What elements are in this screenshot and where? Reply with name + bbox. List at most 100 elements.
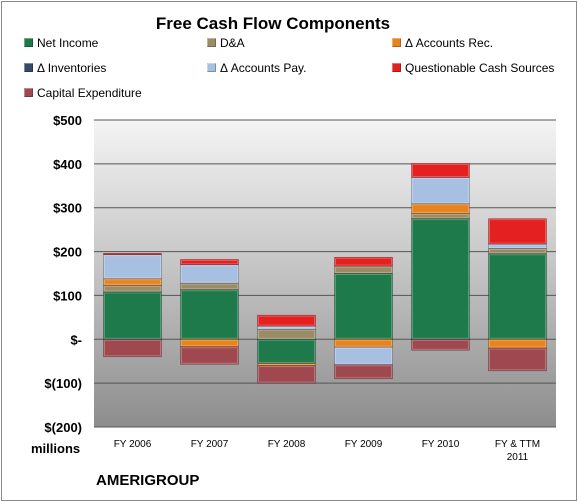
bar-segment-highlight — [335, 347, 392, 365]
bar-segment-highlight — [412, 219, 469, 339]
legend-item-questionable-cash-sources: Questionable Cash Sources — [392, 61, 554, 75]
x-tick-label: FY & TTM — [495, 439, 540, 450]
x-tick-label: FY 2008 — [268, 439, 306, 450]
legend-item-d-a: D&A — [207, 36, 245, 50]
y-tick-label: $300 — [53, 201, 82, 216]
bar-segment-highlight — [104, 279, 161, 285]
legend-swatch-net-income — [24, 38, 33, 47]
bar-segment-questionable-cash-sources-fy-2006 — [103, 253, 162, 255]
x-tick-label: FY 2009 — [345, 439, 383, 450]
bar-segment-highlight — [104, 285, 161, 292]
bar-segment-highlight — [412, 163, 469, 177]
company-name: AMERIGROUP — [96, 472, 200, 489]
bar-segment-highlight — [258, 315, 315, 326]
bar-segment-highlight — [335, 257, 392, 266]
legend-swatch-accounts-rec — [392, 38, 401, 47]
bar-segment-highlight — [489, 219, 546, 244]
bar-segment-highlight — [412, 339, 469, 350]
bar-segment-questionable-cash-sources-fy-2008 — [257, 314, 316, 327]
bar-segment-highlight — [412, 204, 469, 213]
bar-segment-questionable-cash-sources-fy-2009 — [334, 256, 393, 267]
bar-segment-highlight — [335, 339, 392, 347]
bar-segment-accounts-pay-fy-2008 — [257, 325, 316, 330]
units-label: millions — [31, 441, 81, 456]
bar-segment-d-a-fy-2008 — [257, 328, 316, 340]
bar-segment-highlight — [258, 366, 315, 383]
bar-segment-net-income-fy-2009 — [334, 273, 393, 340]
y-tick-label: $500 — [53, 113, 82, 128]
bar-segment-highlight — [489, 339, 546, 348]
legend-item-accounts-rec: Δ Accounts Rec. — [392, 36, 493, 50]
bar-segment-highlight — [104, 339, 161, 357]
y-tick-label: $(100) — [44, 376, 82, 391]
bar-segment-capital-expenditure-fy-ttm-2011 — [488, 347, 547, 372]
bar-segment-highlight — [258, 326, 315, 329]
bar-segment-highlight — [335, 266, 392, 273]
legend-item-capital-expenditure: Capital Expenditure — [24, 86, 142, 100]
legend-label: D&A — [220, 36, 245, 50]
legend-swatch-questionable-cash-sources — [392, 63, 401, 72]
x-tick-label: FY 2007 — [191, 439, 229, 450]
y-tick-label: $(200) — [44, 420, 82, 435]
bar-segment-highlight — [181, 283, 238, 290]
plot-area — [94, 120, 556, 427]
legend-item-inventories: Δ Inventories — [24, 61, 106, 75]
legend-swatch-inventories — [24, 63, 33, 72]
legend-label: Net Income — [37, 36, 99, 50]
bar-segment-net-income-fy-ttm-2011 — [488, 253, 547, 340]
bar-segment-net-income-fy-2006 — [103, 291, 162, 340]
bar-segment-capital-expenditure-fy-2007 — [180, 346, 239, 365]
chart-title: Free Cash Flow Components — [155, 14, 391, 33]
bar-segment-highlight — [104, 255, 161, 279]
bar-segment-highlight — [258, 339, 315, 363]
legend-label: Δ Inventories — [37, 61, 107, 75]
y-tick-label: $400 — [53, 157, 82, 172]
bar-segment-highlight — [412, 213, 469, 219]
bar-segment-d-a-fy-ttm-2011 — [488, 248, 547, 255]
y-tick-label: $- — [70, 332, 82, 347]
legend-swatch-capital-expenditure — [24, 88, 33, 97]
bar-segment-capital-expenditure-fy-2010 — [411, 338, 470, 351]
bar-segment-highlight — [181, 339, 238, 347]
bar-segment-highlight — [181, 265, 238, 283]
bar-segment-net-income-fy-2007 — [180, 289, 239, 340]
bar-segment-net-income-fy-2008 — [257, 338, 316, 364]
legend-item-accounts-pay: Δ Accounts Pay. — [207, 61, 307, 75]
bar-segment-accounts-pay-fy-2010 — [411, 177, 470, 205]
bar-segment-highlight — [412, 177, 469, 204]
legend-item-net-income: Net Income — [24, 36, 98, 50]
bar-segment-highlight — [181, 347, 238, 364]
bar-segment-highlight — [489, 254, 546, 339]
bar-segment-highlight — [335, 274, 392, 339]
x-tick-label: FY 2006 — [114, 439, 152, 450]
bar-segment-capital-expenditure-fy-2009 — [334, 364, 393, 380]
bar-segment-highlight — [489, 249, 546, 254]
bar-segment-questionable-cash-sources-fy-2010 — [411, 163, 470, 178]
bar-segment-questionable-cash-sources-fy-ttm-2011 — [488, 218, 547, 245]
y-tick-label: $200 — [53, 245, 82, 260]
legend-label: Δ Accounts Rec. — [405, 36, 494, 50]
y-tick-label: $100 — [53, 288, 82, 303]
legend-swatch-d-a — [207, 38, 216, 47]
bar-segment-capital-expenditure-fy-2006 — [103, 338, 162, 358]
bar-segment-net-income-fy-2010 — [411, 218, 470, 340]
bar-segment-questionable-cash-sources-fy-2007 — [180, 259, 239, 266]
bar-segment-accounts-pay-fy-2007 — [180, 264, 239, 284]
x-tick-label: FY 2010 — [422, 439, 460, 450]
bar-segment-highlight — [489, 244, 546, 249]
legend-label: Δ Accounts Pay. — [220, 61, 307, 75]
legend-label: Capital Expenditure — [37, 86, 142, 100]
bar-segment-highlight — [489, 348, 546, 371]
bar-segment-highlight — [181, 290, 238, 339]
legend-label: Questionable Cash Sources — [405, 61, 555, 75]
x-tick-label: 2011 — [507, 452, 529, 463]
bar-segment-highlight — [258, 329, 315, 339]
bar-segment-highlight — [335, 365, 392, 379]
bar-segment-accounts-pay-fy-2009 — [334, 346, 393, 366]
bar-segment-highlight — [181, 259, 238, 265]
bar-segment-accounts-pay-fy-2006 — [103, 254, 162, 280]
bar-segment-highlight — [104, 292, 161, 339]
legend-swatch-accounts-pay — [207, 63, 216, 72]
bar-segment-capital-expenditure-fy-2008 — [257, 365, 316, 384]
